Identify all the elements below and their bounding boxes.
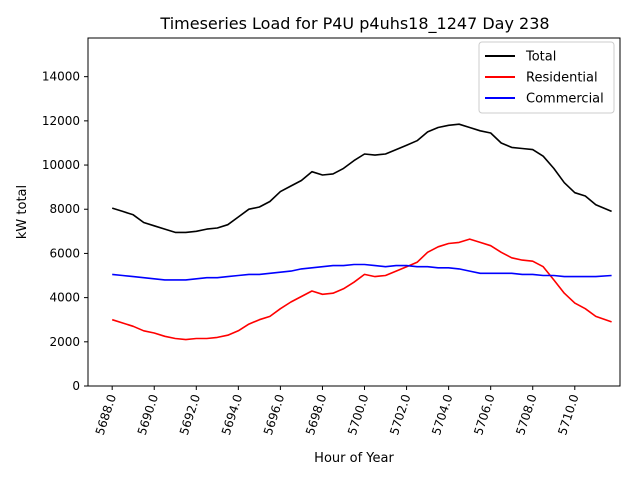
x-axis-label: Hour of Year (314, 451, 394, 466)
series-line-total (111, 123, 612, 234)
chart-title: Timeseries Load for P4U p4uhs18_1247 Day… (159, 14, 549, 34)
y-tick-label: 10000 (42, 158, 80, 172)
legend-label-residential: Residential (526, 71, 598, 86)
legend-label-commercial: Commercial (526, 92, 604, 107)
series-line-residential (111, 238, 612, 341)
plot-frame (87, 37, 621, 387)
y-tick-label: 4000 (49, 291, 80, 305)
legend-frame (478, 41, 615, 114)
y-tick-label: 12000 (42, 114, 80, 128)
series-layer (111, 123, 612, 341)
legend: Total Residential Commercial (478, 41, 615, 114)
y-tick-label: 6000 (49, 246, 80, 260)
y-tick-label: 2000 (49, 335, 80, 349)
y-tick-label: 14000 (42, 70, 80, 84)
y-tick-label: 8000 (49, 202, 80, 216)
legend-label-total: Total (525, 50, 556, 65)
y-tick-label: 0 (72, 379, 80, 393)
series-line-commercial (112, 263, 612, 281)
y-axis-label: kW total (15, 185, 30, 239)
